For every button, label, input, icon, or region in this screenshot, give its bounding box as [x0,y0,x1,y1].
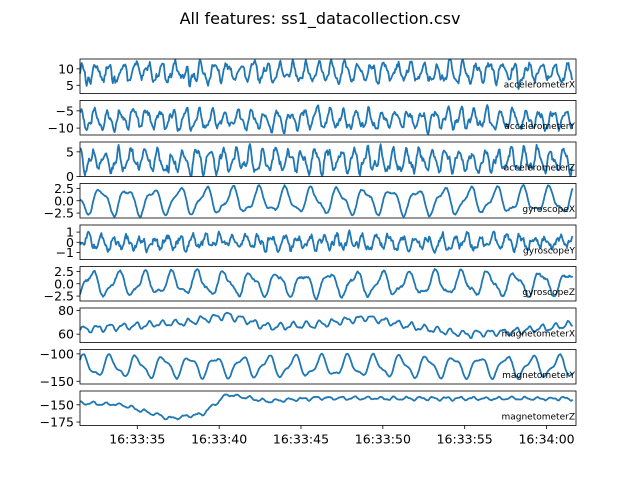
y-tick-label: 1 [66,225,74,240]
chart-title: All features: ss1_datacollection.csv [180,9,461,29]
panel-frame [79,307,577,343]
y-tick-label: 0 [66,235,74,250]
panel-accelerometerY: −5 −10 accelerometerY [48,100,577,136]
panel-label-accelerometerX: accelerometerX [504,81,575,91]
x-tick-label: 16:33:55 [437,432,493,447]
y-tick-label: 0.0 [54,276,74,291]
panel-label-accelerometerZ: accelerometerZ [504,164,575,174]
y-tick-label: 0 [66,169,74,184]
panel-label-magnetometerX: magnetometerX [501,330,575,340]
y-tick-label: −2.5 [44,289,74,304]
y-tick-label: 10 [58,61,74,76]
series-line-gyroscopeZ [79,268,574,301]
panel-gyroscopeZ: 2.50.0−2.5 gyroscopeZ [44,264,577,304]
panel-magnetometerX: 80 60 magnetometerX [58,303,577,343]
panel-gyroscopeY: 10−1 gyroscopeY [56,224,577,260]
series-line-magnetometerY [79,352,574,381]
x-tick-label: 16:33:40 [191,432,247,447]
panel-frame [79,349,577,385]
series-line-magnetometerX [79,311,573,340]
x-tick-label: 16:33:50 [355,432,411,447]
x-tick-label: 16:33:45 [273,432,329,447]
panel-frame [79,141,577,177]
y-tick-label: −100 [40,346,74,361]
panel-frame [79,58,577,94]
y-tick-label: −1 [56,245,74,260]
x-tick-label: 16:34:00 [518,432,574,447]
y-tick-label: −2.5 [44,206,74,221]
series-line-accelerometerX [79,58,574,90]
series-line-gyroscopeY [79,229,574,254]
panel-label-magnetometerY: magnetometerY [502,371,575,381]
y-tick-label: 5 [66,144,74,159]
y-tick-label: −150 [40,374,74,389]
y-tick-label: −150 [40,397,74,412]
panel-label-gyroscopeZ: gyroscopeZ [522,288,575,298]
y-tick-label: 5 [66,78,74,93]
series-line-accelerometerZ [79,143,574,177]
series-line-magnetometerZ [79,393,574,421]
y-tick-label: −5 [56,103,74,118]
y-tick-label: −175 [40,415,74,430]
series-line-accelerometerY [79,104,574,136]
panel-label-accelerometerY: accelerometerY [504,122,575,132]
panel-label-gyroscopeX: gyroscopeX [522,205,575,215]
panel-magnetometerZ: −150 −175 magnetometerZ [40,390,577,430]
y-tick-label: 80 [58,303,74,318]
panel-frame [79,100,577,136]
panel-magnetometerY: −100 −150 magnetometerY [40,346,577,389]
panel-accelerometerZ: 5 0 accelerometerZ [66,141,577,184]
y-tick-label: 2.5 [54,264,74,279]
panel-label-gyroscopeY: gyroscopeY [523,247,575,257]
panel-accelerometerX: 5 10 accelerometerX [58,58,577,94]
y-tick-label: −10 [48,121,74,136]
series-line-gyroscopeX [79,184,574,218]
y-tick-label: 0.0 [54,193,74,208]
y-tick-label: 60 [58,327,74,342]
x-tick-label: 16:33:35 [109,432,165,447]
panel-label-magnetometerZ: magnetometerZ [501,413,575,423]
y-tick-label: 2.5 [54,181,74,196]
x-axis: 16:33:35 16:33:40 16:33:45 16:33:50 16:33:55… [109,425,575,447]
panel-gyroscopeX: 2.50.0−2.5 gyroscopeX [44,181,577,221]
panel-frame [79,390,577,426]
